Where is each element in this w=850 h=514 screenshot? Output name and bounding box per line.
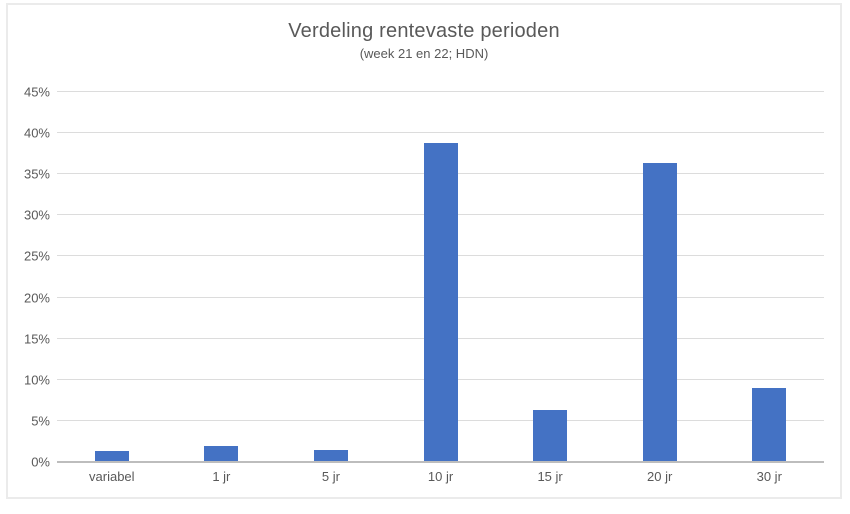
bar-10-jr bbox=[423, 142, 458, 462]
y-tick-label: 15% bbox=[23, 331, 50, 347]
x-tick-label: 1 jr bbox=[212, 469, 231, 484]
x-tick-label: 10 jr bbox=[427, 469, 454, 484]
y-tick-label: 40% bbox=[23, 125, 50, 141]
y-axis: 0% 5% 10% 15% 20% 25% 30% 35% 40% 45% bbox=[6, 85, 50, 470]
bar-1-jr bbox=[204, 446, 239, 462]
bar-slot bbox=[57, 92, 167, 462]
bar-30-jr bbox=[752, 388, 787, 462]
x-tick-label: variabel bbox=[89, 469, 135, 484]
x-tick-label: 5 jr bbox=[321, 469, 340, 484]
y-tick-label: 45% bbox=[23, 84, 50, 100]
x-tick-label: 30 jr bbox=[756, 469, 782, 484]
y-tick-label: 20% bbox=[23, 290, 50, 306]
x-axis: variabel 1 jr 5 jr 10 jr 15 jr 20 jr 30 jr bbox=[57, 469, 824, 484]
y-tick-label: 25% bbox=[23, 248, 50, 264]
bar-slot bbox=[386, 92, 496, 462]
bar-variabel bbox=[94, 450, 129, 462]
bar-5-jr bbox=[313, 449, 348, 462]
gridline bbox=[57, 132, 824, 134]
bar-slot bbox=[714, 92, 824, 462]
y-tick-label: 5% bbox=[31, 413, 50, 429]
bar-slot bbox=[495, 92, 605, 462]
y-tick-label: 0% bbox=[31, 454, 50, 470]
y-tick-label: 35% bbox=[23, 166, 50, 182]
bar-20-jr bbox=[642, 162, 677, 462]
bar-slot bbox=[167, 92, 277, 462]
y-tick-label: 10% bbox=[23, 372, 50, 388]
x-tick-label: 20 jr bbox=[647, 469, 673, 484]
y-tick-label: 30% bbox=[23, 207, 50, 223]
plot-area bbox=[57, 91, 824, 463]
x-axis-line bbox=[57, 461, 824, 463]
gridline bbox=[57, 91, 824, 92]
bar-slot bbox=[276, 92, 386, 462]
bar-slot bbox=[605, 92, 715, 462]
bar-15-jr bbox=[533, 410, 568, 462]
bars bbox=[57, 92, 824, 462]
x-tick-label: 15 jr bbox=[537, 469, 563, 484]
